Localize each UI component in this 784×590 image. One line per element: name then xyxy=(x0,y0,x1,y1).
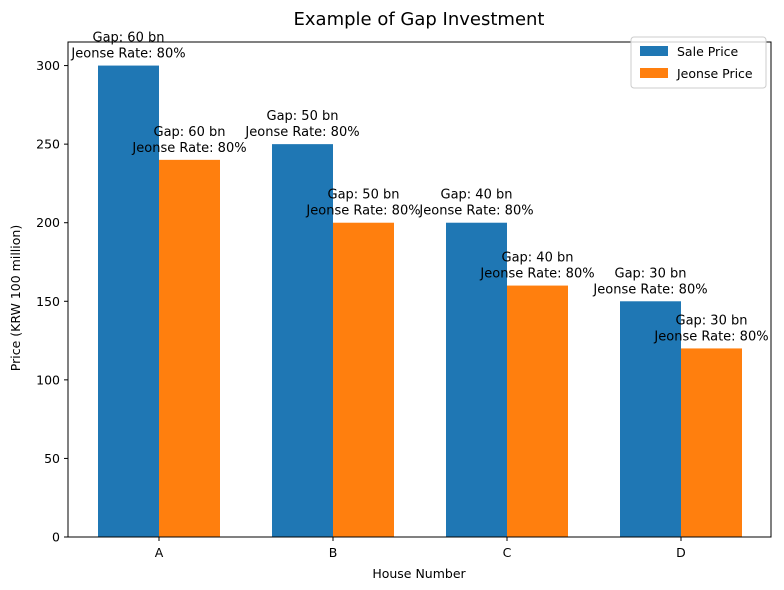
bar-annotation: Jeonse Rate: 80% xyxy=(305,204,420,219)
legend: Sale Price Jeonse Price xyxy=(630,36,767,89)
bar-jeonse-b xyxy=(333,222,394,537)
legend-swatch-sale xyxy=(640,46,668,56)
bar-sale-a xyxy=(98,65,159,538)
bar-sale-d xyxy=(620,301,681,537)
x-tick-label: C xyxy=(503,545,512,560)
x-tick-label: B xyxy=(329,545,338,560)
legend-label: Sale Price xyxy=(677,44,739,59)
bar-annotation: Jeonse Rate: 80% xyxy=(479,267,594,282)
y-tick-label: 300 xyxy=(36,58,60,73)
y-tick-label: 150 xyxy=(36,294,60,309)
bar-annotation: Gap: 50 bn xyxy=(267,109,339,124)
bar-jeonse-a xyxy=(159,159,220,537)
y-tick-label: 200 xyxy=(36,215,60,230)
bar-sale-c xyxy=(446,222,507,537)
x-axis-title: House Number xyxy=(372,566,466,581)
y-tick-label: 50 xyxy=(44,451,60,466)
bar-annotation: Jeonse Rate: 80% xyxy=(70,47,185,62)
bar-sale-b xyxy=(272,144,333,537)
y-tick-label: 100 xyxy=(36,372,60,387)
bar-jeonse-c xyxy=(507,285,568,537)
bar-annotation: Gap: 30 bn xyxy=(676,313,748,328)
y-tick-label: 0 xyxy=(52,530,60,545)
bar-annotation: Gap: 40 bn xyxy=(441,188,513,203)
x-tick-label: D xyxy=(676,545,686,560)
bar-annotation: Jeonse Rate: 80% xyxy=(244,125,359,140)
chart-title: Example of Gap Investment xyxy=(294,9,545,30)
bar-annotation: Gap: 30 bn xyxy=(615,266,687,281)
x-tick-label: A xyxy=(155,545,164,560)
bar-annotation: Gap: 60 bn xyxy=(154,125,226,140)
legend-label: Jeonse Price xyxy=(676,66,753,81)
bar-jeonse-d xyxy=(681,348,742,537)
bar-annotation: Gap: 50 bn xyxy=(328,188,400,203)
bar-annotation: Gap: 40 bn xyxy=(502,251,574,266)
y-axis-title: Price (KRW 100 million) xyxy=(8,225,23,371)
bar-annotation: Jeonse Rate: 80% xyxy=(653,329,768,344)
legend-swatch-jeonse xyxy=(640,68,668,78)
bar-annotation: Gap: 60 bn xyxy=(93,31,165,46)
bar-annotation: Jeonse Rate: 80% xyxy=(131,141,246,156)
bar-annotation: Jeonse Rate: 80% xyxy=(592,282,707,297)
y-tick-label: 250 xyxy=(36,137,60,152)
bar-annotation: Jeonse Rate: 80% xyxy=(418,204,533,219)
plot-frame xyxy=(67,41,772,538)
